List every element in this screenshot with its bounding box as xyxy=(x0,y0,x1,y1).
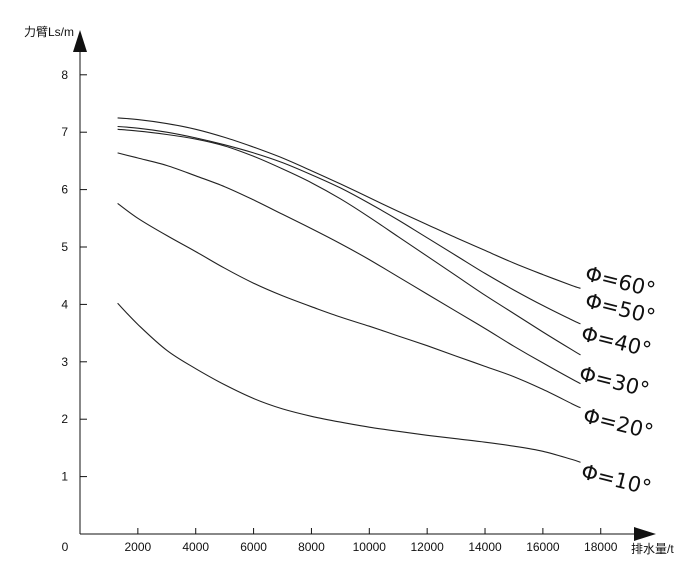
y-tick-label: 7 xyxy=(61,125,68,139)
origin-label: 0 xyxy=(62,540,69,554)
x-tick-label: 2000 xyxy=(125,540,152,554)
x-tick-label: 4000 xyxy=(182,540,209,554)
x-tick-label: 6000 xyxy=(240,540,267,554)
y-axis-label: 力臂Ls/m xyxy=(24,25,74,39)
y-tick-label: 8 xyxy=(61,68,68,82)
y-axis-arrow xyxy=(73,30,87,52)
series-label-3: Φ=30° xyxy=(577,362,652,403)
y-tick-label: 5 xyxy=(61,240,68,254)
y-tick-label: 3 xyxy=(61,355,68,369)
ticks: 2000 4000 6000 8000 10000 12000 14000 16000 1800… xyxy=(61,68,617,554)
y-tick-label: 4 xyxy=(61,297,68,311)
series-labels: Φ=10°Φ=20°Φ=30°Φ=40°Φ=50°Φ=60° xyxy=(577,262,658,501)
series-group xyxy=(117,117,581,463)
series-label-4: Φ=40° xyxy=(579,322,654,363)
series-line-2 xyxy=(117,202,581,409)
x-tick-label: 8000 xyxy=(298,540,325,554)
x-axis-arrow xyxy=(634,527,656,541)
series-line-3 xyxy=(117,152,581,385)
series-label-2: Φ=20° xyxy=(581,404,656,445)
axes: 力臂Ls/m 排水量/t 0 xyxy=(24,25,674,556)
series-line-6 xyxy=(117,117,581,289)
y-tick-label: 2 xyxy=(61,412,68,426)
series-label-1: Φ=10° xyxy=(579,460,654,501)
x-tick-label: 12000 xyxy=(410,540,444,554)
x-tick-label: 18000 xyxy=(584,540,618,554)
x-tick-label: 10000 xyxy=(353,540,387,554)
series-line-5 xyxy=(117,125,581,325)
series-line-1 xyxy=(117,302,581,463)
x-tick-label: 14000 xyxy=(468,540,502,554)
y-tick-label: 6 xyxy=(61,183,68,197)
series-line-4 xyxy=(117,128,581,356)
y-tick-label: 1 xyxy=(61,470,68,484)
x-tick-label: 16000 xyxy=(526,540,560,554)
x-axis-label: 排水量/t xyxy=(631,542,674,556)
